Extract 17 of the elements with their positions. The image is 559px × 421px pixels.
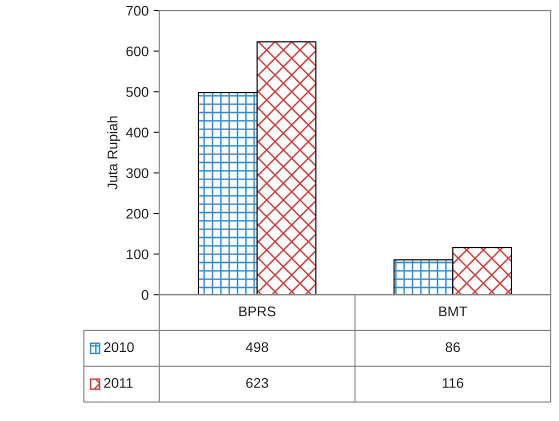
- data-label: 86: [446, 342, 460, 352]
- y-tick-label: 500: [126, 87, 148, 97]
- x-tick-label: BMT: [439, 306, 468, 316]
- y-tick-label: 100: [126, 249, 148, 260]
- y-tick-label: 200: [126, 208, 148, 219]
- y-tick-label: 0: [142, 290, 148, 300]
- y-tick-label: 700: [126, 6, 148, 16]
- legend-label: 2010: [104, 342, 134, 352]
- y-axis-title: Juta Rupiah: [107, 116, 120, 190]
- x-tick-label: BPRS: [239, 306, 276, 316]
- data-label: 623: [246, 378, 268, 388]
- y-tick-label: 400: [126, 128, 148, 138]
- data-label: 116: [442, 378, 464, 388]
- y-tick-label: 600: [126, 46, 148, 56]
- y-tick-label: 300: [126, 168, 148, 178]
- legend-label: 2011: [104, 378, 133, 388]
- data-label: 498: [246, 342, 268, 352]
